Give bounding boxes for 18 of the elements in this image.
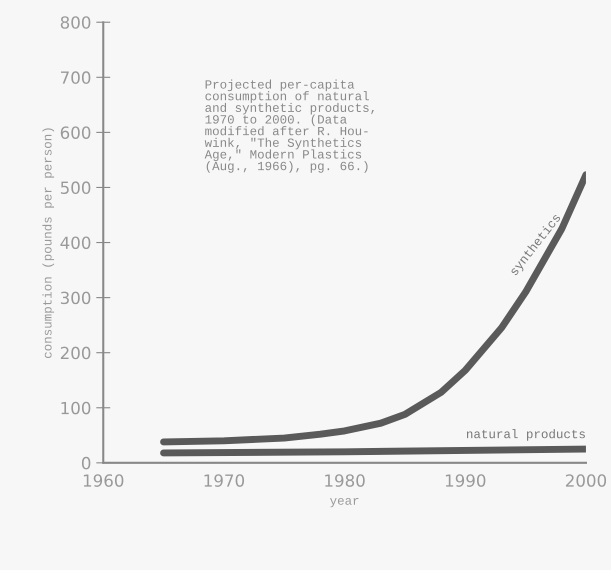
x-axis-title: year — [330, 498, 358, 508]
y-tick-label: 500 — [60, 181, 90, 194]
x-tick-label: 1960 — [84, 474, 124, 487]
y-tick-label: 200 — [60, 346, 90, 360]
x-tick-label: 1970 — [204, 474, 244, 487]
y-tick-label: 600 — [60, 126, 90, 139]
y-tick-label: 400 — [60, 236, 90, 250]
x-tick-label: 1980 — [325, 474, 365, 487]
annotation: Projected per-capita consumption of natural and synthetic products, 1970 to 2000. (Data modified after R. Hou- wink, "The Synthetics Age," Modern Plastics (Aug., 1966), pg. 66.) — [204, 80, 374, 173]
y-axis-title: consumption (pounds per person) — [42, 128, 54, 358]
y-tick-label: 300 — [60, 292, 90, 304]
y-tick-label: 100 — [61, 402, 90, 414]
x-tick-label: 1990 — [446, 474, 486, 487]
x-tick-label: 2000 — [566, 474, 606, 487]
y-tick-label: 0 — [82, 456, 90, 470]
series-label: natural products — [467, 429, 585, 441]
y-tick-label: 700 — [61, 71, 90, 84]
y-tick-label: 800 — [60, 16, 90, 29]
